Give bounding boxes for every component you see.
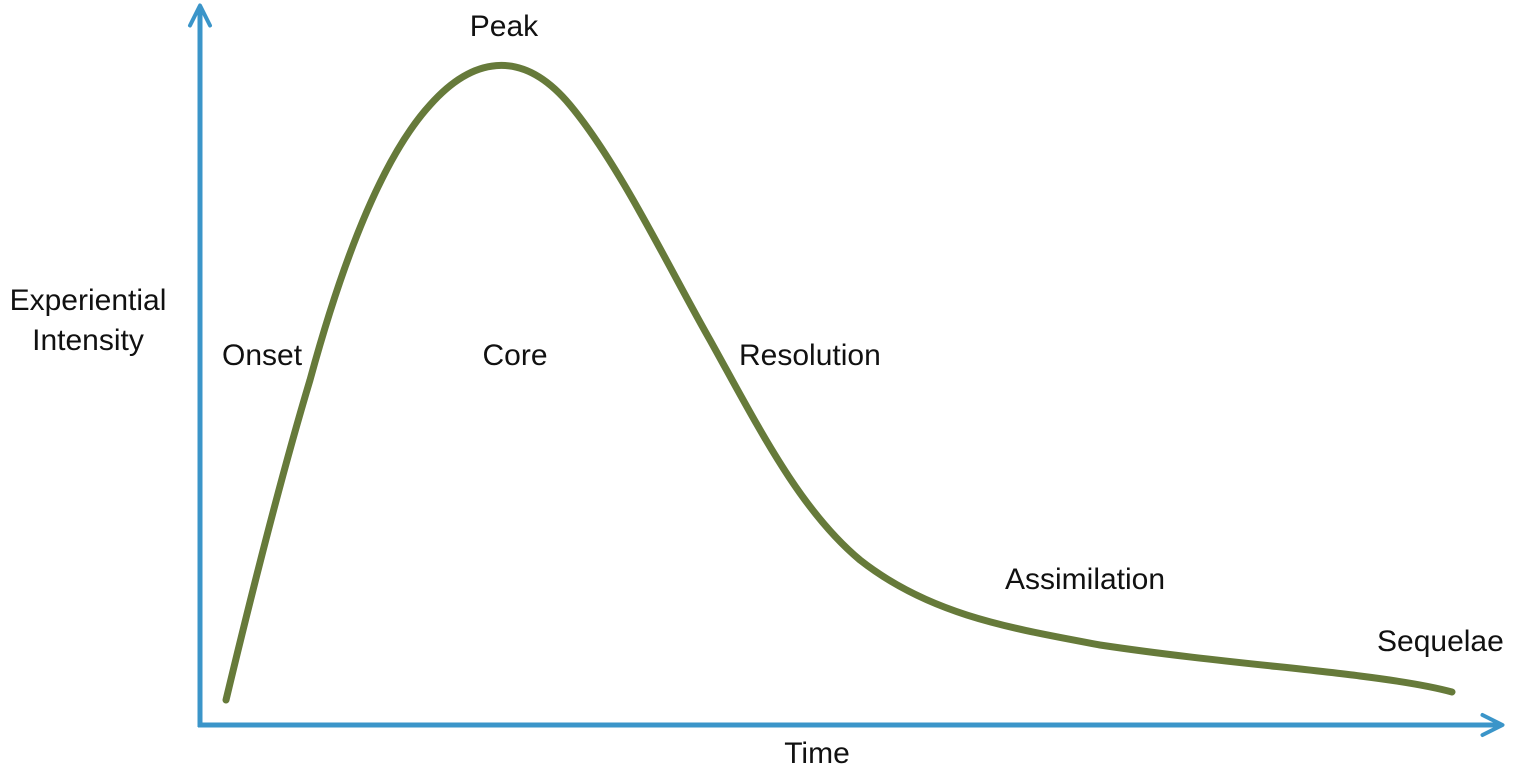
phase-label: Sequelae (1377, 625, 1504, 658)
y-axis-label: Intensity (32, 324, 144, 357)
x-axis-label: Time (784, 737, 850, 768)
phase-label: Onset (222, 339, 303, 372)
phase-label: Core (482, 339, 547, 372)
y-axis-label: Experiential (10, 284, 167, 317)
phase-label: Assimilation (1005, 563, 1165, 596)
intensity-curve (222, 62, 1456, 704)
phase-label: Peak (470, 10, 539, 43)
phase-label: Resolution (739, 339, 881, 372)
